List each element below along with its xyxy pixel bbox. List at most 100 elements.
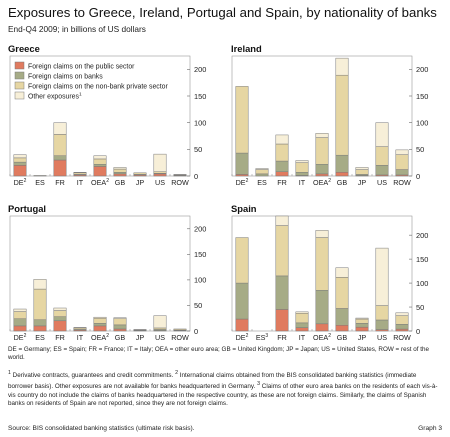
bar-banks-it bbox=[295, 172, 309, 176]
bar-non-bank-private-gb bbox=[113, 318, 127, 326]
y-tick-label: 50 bbox=[416, 303, 424, 312]
x-tick-label-es: ES bbox=[35, 333, 45, 342]
bar-public-sector-de bbox=[13, 325, 27, 332]
x-tick-footnote-mark: 2 bbox=[328, 333, 331, 339]
bar-other-it bbox=[295, 160, 309, 163]
bar-banks-fr bbox=[53, 155, 67, 161]
chart-ireland: 0 50 100 150 200 DE2 ES FR IT OEA2 GB JP US ROW bbox=[231, 55, 428, 187]
bar-other-us bbox=[375, 122, 389, 147]
x-tick-label-it: IT bbox=[299, 178, 306, 187]
y-tick-label: 100 bbox=[194, 276, 206, 285]
x-tick-label-es: ES bbox=[257, 178, 267, 187]
y-tick-label: 150 bbox=[194, 250, 206, 259]
footnotes: DE = Germany; ES = Spain; FR = France; I… bbox=[8, 346, 442, 409]
x-tick-label-it: IT bbox=[299, 333, 306, 342]
bar-other-fr bbox=[53, 307, 67, 311]
abbreviations-note: DE = Germany; ES = Spain; FR = France; I… bbox=[8, 346, 429, 362]
x-tick-label-es: ES bbox=[35, 178, 45, 187]
bar-other-de bbox=[13, 308, 27, 312]
bar-non-bank-private-de bbox=[13, 157, 27, 163]
bar-non-bank-private-de bbox=[235, 237, 249, 284]
x-tick-footnote-mark: 2 bbox=[24, 178, 27, 184]
bar-non-bank-private-de bbox=[235, 86, 249, 154]
x-tick-label-de: DE2 bbox=[236, 178, 249, 187]
x-tick-footnote-mark: 2 bbox=[106, 333, 109, 339]
bar-non-bank-private-jp bbox=[133, 172, 147, 175]
legend-swatch-public-sector bbox=[14, 61, 25, 70]
x-tick-label-jp: JP bbox=[358, 333, 367, 342]
page-title: Exposures to Greece, Ireland, Portugal a… bbox=[8, 5, 437, 20]
bar-banks-oea bbox=[93, 323, 107, 327]
x-tick-label-row: ROW bbox=[393, 178, 411, 187]
bar-other-us bbox=[153, 315, 167, 329]
footnotes-text: 1 Derivative contracts, guarantees and c… bbox=[8, 369, 442, 409]
bar-non-bank-private-fr bbox=[53, 310, 67, 317]
bar-public-sector-gb bbox=[335, 172, 349, 177]
x-tick-label-gb: GB bbox=[115, 178, 126, 187]
bar-banks-gb bbox=[335, 308, 349, 326]
bar-banks-fr bbox=[275, 160, 289, 172]
bar-other-es bbox=[255, 168, 269, 170]
bar-public-sector-fr bbox=[275, 171, 289, 177]
bar-banks-it bbox=[295, 322, 309, 328]
bar-other-it bbox=[73, 172, 87, 174]
bar-banks-jp bbox=[355, 323, 369, 328]
bar-public-sector-fr bbox=[53, 320, 67, 332]
bar-public-sector-oea bbox=[93, 325, 107, 332]
y-tick-label: 100 bbox=[194, 118, 206, 127]
bar-public-sector-de bbox=[13, 165, 27, 177]
bar-banks-fr bbox=[275, 275, 289, 310]
y-tick-label: 200 bbox=[416, 65, 428, 74]
panel-title-greece: Greece bbox=[8, 43, 40, 54]
legend-swatch-banks bbox=[14, 71, 25, 80]
footnote-3: Claims of other euro area banks on the r… bbox=[8, 383, 438, 408]
bar-non-bank-private-jp bbox=[355, 169, 369, 175]
footnote-1-mark: 1 bbox=[8, 369, 11, 376]
bar-non-bank-private-row bbox=[395, 315, 409, 325]
y-tick-label: 50 bbox=[416, 145, 424, 154]
x-tick-label-fr: FR bbox=[277, 333, 287, 342]
bar-banks-us bbox=[375, 165, 389, 176]
bar-non-bank-private-gb bbox=[335, 74, 349, 156]
x-tick-label-us: US bbox=[155, 178, 165, 187]
source-note: Source: BIS consolidated banking statist… bbox=[8, 425, 195, 432]
bar-other-it bbox=[73, 327, 87, 329]
legend-swatch-non-bank-private bbox=[14, 81, 25, 90]
bar-public-sector-oea bbox=[315, 323, 329, 332]
panel-title-portugal: Portugal bbox=[8, 203, 47, 214]
bar-public-sector-us bbox=[153, 173, 167, 177]
bar-other-us bbox=[153, 153, 167, 172]
x-tick-label-oea: OEA2 bbox=[91, 178, 109, 187]
bar-non-bank-private-es bbox=[255, 169, 269, 175]
bar-banks-gb bbox=[113, 324, 127, 330]
x-tick-label-row: ROW bbox=[393, 333, 411, 342]
y-tick-label: 0 bbox=[194, 327, 198, 336]
footnote-2-mark: 2 bbox=[175, 369, 178, 376]
bar-non-bank-private-oea bbox=[315, 237, 329, 291]
bar-non-bank-private-oea bbox=[315, 137, 329, 165]
bar-banks-oea bbox=[315, 290, 329, 325]
y-tick-label: 200 bbox=[194, 65, 206, 74]
x-tick-label-de: DE2 bbox=[236, 333, 249, 342]
footnote-1: Derivative contracts, guarantees and cre… bbox=[12, 371, 174, 379]
chart-greece: 0 50 100 150 200 DE2 ES FR IT OEA2 GB JP US ROW Foreig… bbox=[9, 55, 206, 187]
bar-non-bank-private-row bbox=[173, 328, 187, 331]
x-tick-label-row: ROW bbox=[171, 333, 189, 342]
y-tick-label: 150 bbox=[416, 92, 428, 101]
y-tick-label: 0 bbox=[416, 172, 420, 181]
y-tick-label: 150 bbox=[416, 255, 428, 264]
bar-other-row bbox=[395, 149, 409, 155]
bar-non-bank-private-gb bbox=[335, 277, 349, 309]
bar-public-sector-gb bbox=[335, 325, 349, 332]
y-tick-label: 0 bbox=[194, 172, 198, 181]
panel-title-ireland: Ireland bbox=[231, 43, 262, 54]
bar-other-fr bbox=[275, 215, 289, 226]
bar-other-gb bbox=[335, 267, 349, 278]
bar-other-gb bbox=[335, 57, 349, 76]
bar-banks-oea bbox=[93, 164, 107, 167]
x-tick-label-gb: GB bbox=[115, 333, 126, 342]
x-tick-footnote-mark: 2 bbox=[328, 178, 331, 184]
bar-public-sector-oea bbox=[315, 173, 329, 177]
y-tick-label: 200 bbox=[194, 225, 206, 234]
